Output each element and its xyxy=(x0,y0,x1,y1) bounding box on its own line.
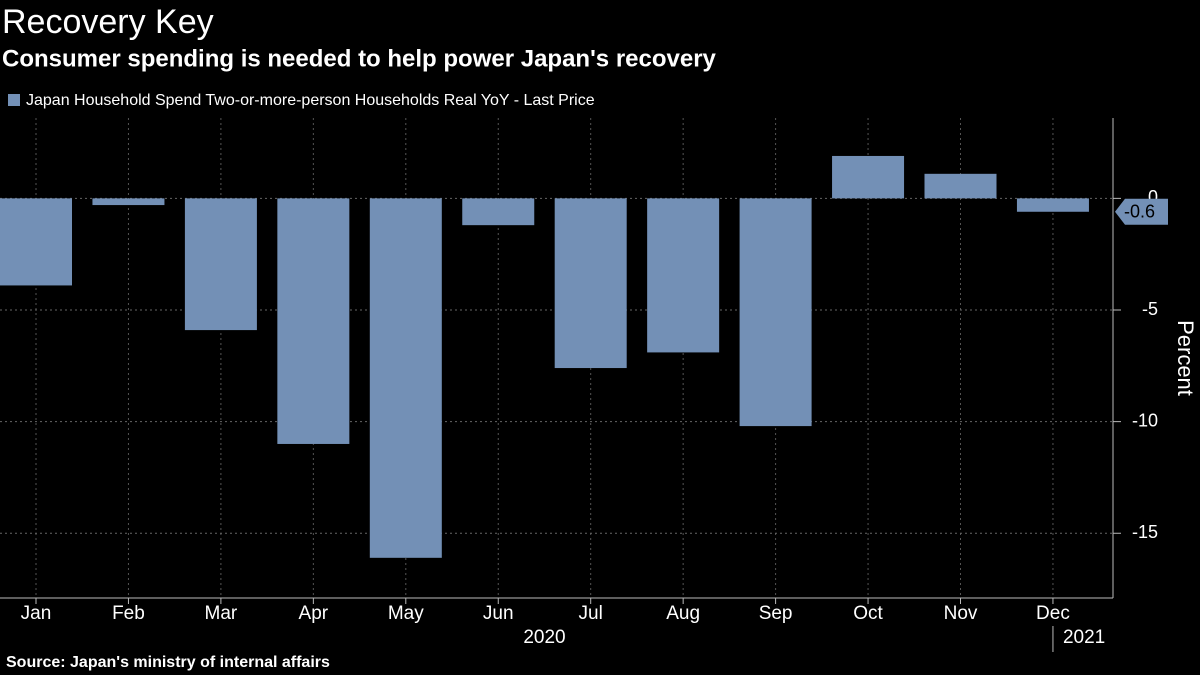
y-axis-label: Percent xyxy=(1173,320,1198,396)
bar xyxy=(924,173,997,199)
x-tick-label: Nov xyxy=(944,603,978,624)
x-tick-label: Mar xyxy=(205,603,238,624)
x-tick-label: Jun xyxy=(483,603,514,624)
bar xyxy=(0,198,72,286)
x-tick-label: Jul xyxy=(579,603,603,624)
x-tick-label: Oct xyxy=(853,603,883,624)
bar xyxy=(462,198,535,226)
bar xyxy=(647,198,720,353)
last-price-tag xyxy=(1115,198,1168,225)
y-tick-label: -15 xyxy=(1132,522,1158,542)
x-tick-label: Apr xyxy=(299,603,329,624)
year-label: 2021 xyxy=(1063,627,1105,648)
source-note: Source: Japan's ministry of internal aff… xyxy=(6,654,330,671)
y-tick-label: -10 xyxy=(1132,410,1158,430)
x-tick-label: Aug xyxy=(666,603,700,624)
x-tick-label: Sep xyxy=(759,603,793,624)
chart-title: Recovery Key xyxy=(2,3,214,41)
bar xyxy=(92,198,165,206)
legend-label: Japan Household Spend Two-or-more-person… xyxy=(26,92,595,109)
bar xyxy=(184,198,257,331)
x-tick-label: Jan xyxy=(21,603,52,624)
bar xyxy=(739,198,812,427)
y-tick-label: -5 xyxy=(1142,299,1158,319)
x-tick-label: Feb xyxy=(112,603,145,624)
bar xyxy=(554,198,627,369)
y-tick-label: 0 xyxy=(1148,187,1158,207)
bar xyxy=(1016,198,1089,212)
bar xyxy=(277,198,350,444)
bar xyxy=(832,155,905,199)
x-tick-label: May xyxy=(388,603,424,624)
last-price-label: -0.6 xyxy=(1124,202,1155,222)
legend-swatch xyxy=(8,94,20,106)
bar xyxy=(369,198,442,558)
chart-subtitle: Consumer spending is needed to help powe… xyxy=(2,45,717,72)
x-tick-label: Dec xyxy=(1036,603,1070,624)
year-label: 2020 xyxy=(523,627,565,648)
